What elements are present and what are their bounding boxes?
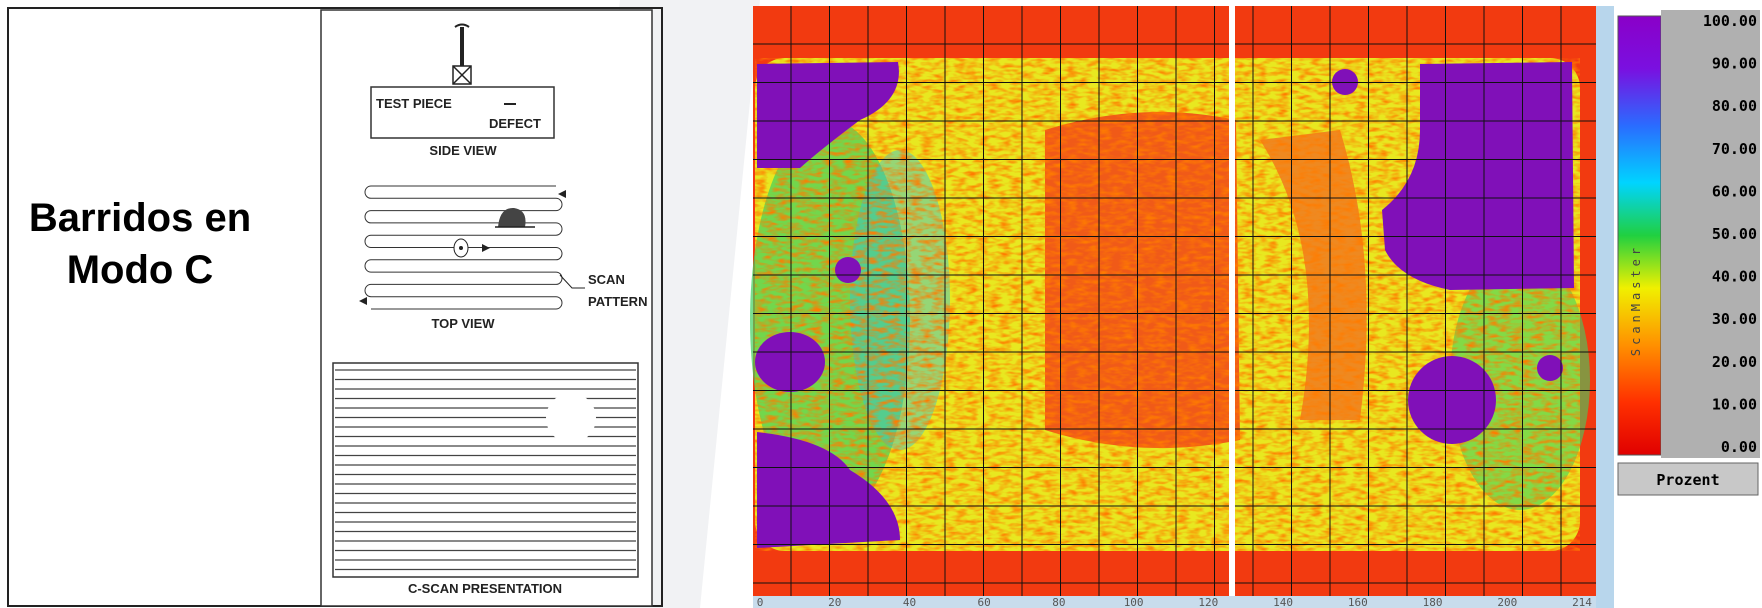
x-tick-label: 140 — [1273, 596, 1293, 608]
c-scan-defect — [546, 393, 596, 443]
cursor-line — [1229, 6, 1235, 596]
probe-top-center — [459, 246, 463, 250]
colorbar-label: 40.00 — [1712, 268, 1757, 286]
x-axis-strip — [753, 596, 1596, 608]
side-view-caption: SIDE VIEW — [429, 143, 497, 158]
top-view-caption: TOP VIEW — [431, 316, 495, 331]
c-scan-caption: C-SCAN PRESENTATION — [408, 581, 562, 596]
scan-pattern-label: SCAN — [588, 272, 625, 287]
x-tick-label: 60 — [978, 596, 991, 608]
slide-canvas: TEST PIECE DEFECT SIDE VIEW SCAN PATTERN… — [0, 0, 1762, 608]
x-tick-label: 20 — [828, 596, 841, 608]
colorbar-label: 60.00 — [1712, 182, 1757, 200]
colorbar-label: 20.00 — [1712, 353, 1757, 371]
slide-title: Barridos en Modo C — [10, 192, 270, 296]
x-tick-label: 214 — [1572, 596, 1592, 608]
heat-blob — [1408, 356, 1496, 444]
x-tick-label: 180 — [1423, 596, 1443, 608]
colorbar-label: 50.00 — [1712, 225, 1757, 243]
colorbar-label: 0.00 — [1721, 438, 1757, 456]
heat-blob — [1537, 355, 1563, 381]
heat-blob — [835, 257, 861, 283]
colorbar-brand: ScanMaster — [1629, 244, 1643, 356]
x-tick-label: 200 — [1497, 596, 1517, 608]
diagram: TEST PIECE DEFECT SIDE VIEW SCAN PATTERN… — [321, 10, 652, 606]
x-tick-label: 0 — [757, 596, 764, 608]
defect-label: DEFECT — [489, 116, 541, 131]
c-scan-image: 0 20 40 60 80 100 120 140 160 180 200 214 ScanMaste… — [750, 6, 1762, 608]
unit-label: Prozent — [1656, 471, 1719, 489]
colorbar-label: 10.00 — [1712, 395, 1757, 413]
heat-blob — [755, 332, 825, 392]
x-tick-label: 80 — [1052, 596, 1065, 608]
test-piece-label: TEST PIECE — [376, 96, 452, 111]
c-scan-frame — [333, 363, 638, 577]
x-tick-label: 40 — [903, 596, 916, 608]
colorbar-label: 90.00 — [1712, 55, 1757, 73]
colorbar — [1618, 16, 1661, 455]
colorbar-label: 30.00 — [1712, 310, 1757, 328]
x-tick-label: 160 — [1348, 596, 1368, 608]
x-tick-label: 120 — [1198, 596, 1218, 608]
colorbar-label: 70.00 — [1712, 140, 1757, 158]
x-tick-label: 100 — [1124, 596, 1144, 608]
colorbar-label: 100.00 — [1703, 12, 1757, 30]
scan-pattern-label: PATTERN — [588, 294, 647, 309]
colorbar-label: 80.00 — [1712, 97, 1757, 115]
slide: TEST PIECE DEFECT SIDE VIEW SCAN PATTERN… — [0, 0, 1762, 608]
y-axis-strip — [1596, 6, 1614, 608]
